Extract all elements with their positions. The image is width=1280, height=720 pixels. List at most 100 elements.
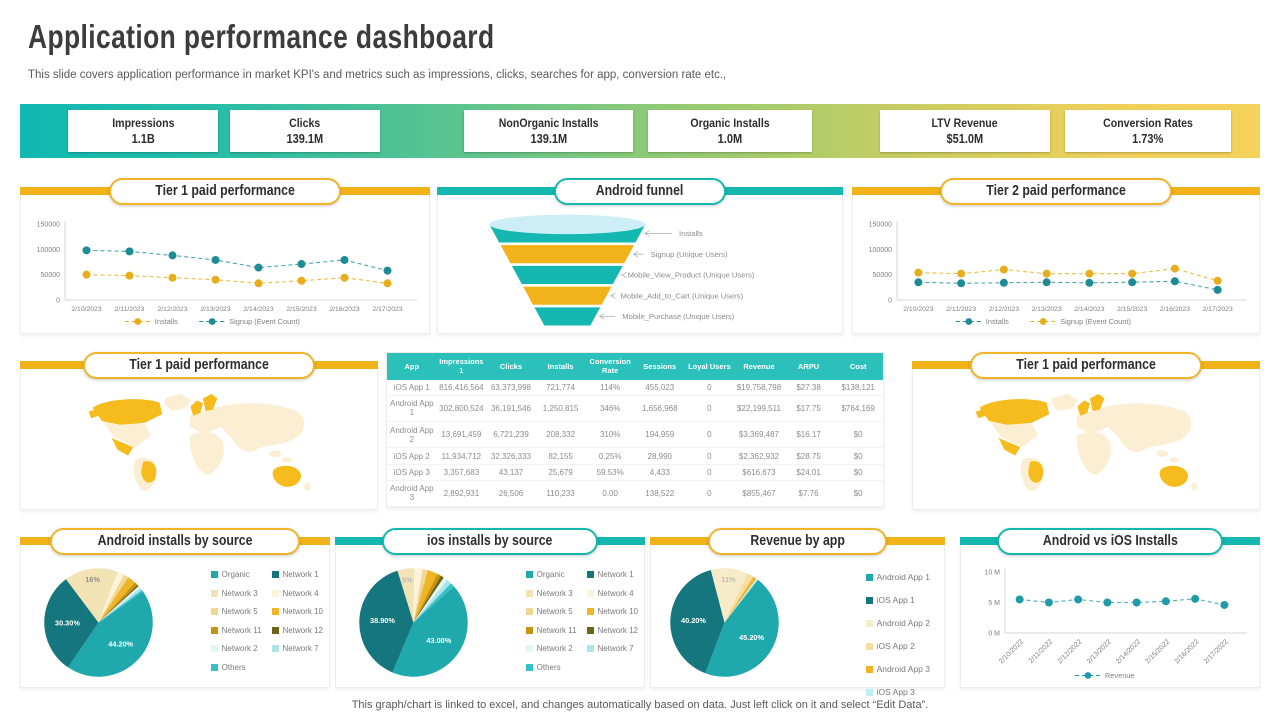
legend-item: Others — [210, 663, 262, 672]
legend-item: Network 1 — [271, 570, 323, 579]
table-cell: $27.38 — [783, 379, 834, 396]
legend-item: Organic — [210, 570, 262, 579]
table-cell: 1,250,815 — [535, 395, 586, 423]
world-map — [919, 388, 1253, 503]
svg-text:44.20%: 44.20% — [108, 640, 133, 649]
table-cell: 0 — [684, 464, 735, 481]
funnel-chart[interactable]: Installs Signup (Unique Users) Mobile_View… — [442, 212, 838, 329]
legend-item: Network 10 — [586, 607, 638, 616]
chart-world-map[interactable] — [20, 365, 378, 510]
legend-label: Android App 2 — [876, 618, 930, 628]
legend-swatch — [525, 571, 533, 578]
kpi-value: 139.1M — [530, 132, 567, 146]
kpi-label: Clicks — [289, 116, 321, 130]
table-cell: $16.17 — [783, 421, 834, 449]
legend-swatch — [271, 589, 279, 597]
funnel-stage-label: Mobile_Purchase (Unique Users) — [622, 312, 735, 321]
svg-text:40.20%: 40.20% — [681, 616, 706, 625]
svg-text:2/14/2023: 2/14/2023 — [243, 306, 273, 313]
legend-label: Network 1 — [282, 570, 319, 579]
legend-swatch — [271, 645, 279, 652]
legend-item: Network 3 — [525, 588, 577, 598]
line-chart-svg: 0 50000 100000 150000 2/10/2023 2/11/2023 2/12… — [869, 221, 1247, 326]
chart-ios-installs-pie[interactable]: 43.00% 38.90% 5% Organic Network 1 Network 3… — [335, 541, 645, 688]
table-cell: $138,121 — [833, 379, 883, 396]
table-cell: Android App 3 — [387, 480, 437, 508]
chart-world-map[interactable] — [912, 365, 1260, 510]
legend-swatch — [271, 626, 279, 634]
table-cell: 0.25% — [585, 447, 635, 465]
table-header-cell: Installs — [535, 353, 586, 380]
legend-item: Android App 3 — [865, 664, 930, 674]
legend-item: iOS App 2 — [865, 641, 930, 651]
chart-android-funnel[interactable]: Installs Signup (Unique Users) Mobile_View… — [437, 191, 843, 334]
legend-swatch — [271, 571, 279, 578]
chart-tier1-line[interactable]: 0 50000 100000 150000 2/10/2023 2/11/2023 2/12… — [20, 191, 430, 334]
legend-label: Network 10 — [282, 607, 323, 616]
svg-text:Revenue: Revenue — [1105, 671, 1135, 680]
pie-chart-ios-installs[interactable]: 43.00% 38.90% 5% — [344, 566, 483, 679]
pie-legend: Organic Network 1 Network 3 Network 4 Networ… — [210, 570, 323, 672]
line-chart-tier1[interactable]: 0 50000 100000 150000 2/10/2023 2/11/2023 2/12… — [27, 216, 423, 330]
kpi-card-ltv-revenue: LTV Revenue $51.0M — [880, 110, 1050, 152]
svg-text:50000: 50000 — [41, 272, 61, 279]
legend-label: Network 5 — [221, 607, 258, 616]
panel-android-installs-by-source: 44.20% 30.30% 16% Organic Network 1 Network … — [20, 528, 330, 688]
chart-tier2-line[interactable]: 0 50000 100000 150000 2/10/2023 2/11/2023 2/12… — [852, 191, 1260, 334]
svg-text:30.30%: 30.30% — [55, 618, 80, 627]
panel-title-pill: Tier 2 paid performance — [939, 178, 1173, 205]
table-header-cell: App — [387, 353, 437, 380]
legend-label: iOS App 2 — [876, 641, 915, 651]
legend-label: Network 2 — [221, 644, 258, 653]
table-cell: 114% — [585, 379, 635, 396]
kpi-label: Conversion Rates — [1103, 116, 1193, 130]
svg-text:2/10/2022: 2/10/2022 — [998, 638, 1025, 665]
legend-swatch — [865, 573, 873, 581]
legend-item: Network 4 — [586, 589, 638, 598]
legend-label: Network 3 — [536, 588, 573, 598]
chart-revenue-pie[interactable]: 45.20% 40.20% 11% Android App 1 iOS App 1 An… — [650, 541, 945, 697]
table-cell: 11,934,712 — [436, 447, 487, 465]
pie-chart-svg: 44.20% 30.30% 16% — [44, 568, 153, 677]
legend-label: Network 3 — [221, 588, 258, 598]
line-chart-tier2[interactable]: 0 50000 100000 150000 2/10/2023 2/11/2023 2/12… — [859, 216, 1253, 330]
table-cell: 0 — [684, 379, 735, 396]
app-metrics-table[interactable]: App Impressions 1 Clicks Installs Conversion… — [386, 352, 884, 508]
table-header-cell: Impressions 1 — [436, 353, 487, 380]
legend-label: Network 10 — [597, 607, 638, 616]
svg-text:Installs: Installs — [986, 317, 1009, 326]
legend-item: Others — [525, 663, 577, 672]
pie-chart-android-installs[interactable]: 44.20% 30.30% 16% — [29, 566, 168, 679]
chart-android-installs-pie[interactable]: 44.20% 30.30% 16% Organic Network 1 Network … — [20, 541, 330, 688]
funnel-stage-label: Installs — [679, 229, 703, 238]
panel-title: Tier 2 paid performance — [986, 183, 1126, 199]
table-cell: 0 — [684, 447, 735, 465]
svg-text:2/16/2022: 2/16/2022 — [1174, 638, 1201, 665]
legend-label: Network 11 — [221, 625, 262, 635]
legend-item: iOS App 3 — [865, 687, 930, 697]
kpi-label: NonOrganic Installs — [498, 116, 599, 130]
legend-swatch — [210, 626, 218, 634]
pie-legend: Organic Network 1 Network 3 Network 4 Networ… — [525, 570, 638, 672]
legend-swatch — [210, 608, 218, 615]
legend-label: Network 1 — [597, 570, 634, 579]
svg-text:0: 0 — [888, 298, 892, 305]
legend-swatch — [586, 645, 594, 652]
table-cell: 721,774 — [535, 379, 586, 396]
svg-text:5 M: 5 M — [988, 600, 1000, 607]
panel-ios-installs-by-source: 43.00% 38.90% 5% Organic Network 1 Network 3… — [335, 528, 645, 688]
svg-text:2/12/2023: 2/12/2023 — [157, 306, 187, 313]
panel-header: Android installs by source — [20, 528, 330, 555]
table-cell: 455,023 — [634, 379, 685, 396]
line-chart-svg: 0 M5 M10 M2/10/2022 2/11/2022 2/12/2022 2/1… — [984, 569, 1247, 680]
panel-tier1-map-right: Tier 1 paid performance — [912, 352, 1260, 510]
table-cell: $28.75 — [783, 447, 834, 465]
page-title: Application performance dashboard — [28, 18, 495, 55]
pie-chart-revenue[interactable]: 45.20% 40.20% 11% — [659, 566, 791, 679]
svg-text:100000: 100000 — [869, 247, 892, 254]
pie-chart-svg: 43.00% 38.90% 5% — [359, 568, 468, 677]
kpi-label: Impressions — [111, 116, 175, 130]
table-cell: 208,332 — [535, 421, 586, 449]
